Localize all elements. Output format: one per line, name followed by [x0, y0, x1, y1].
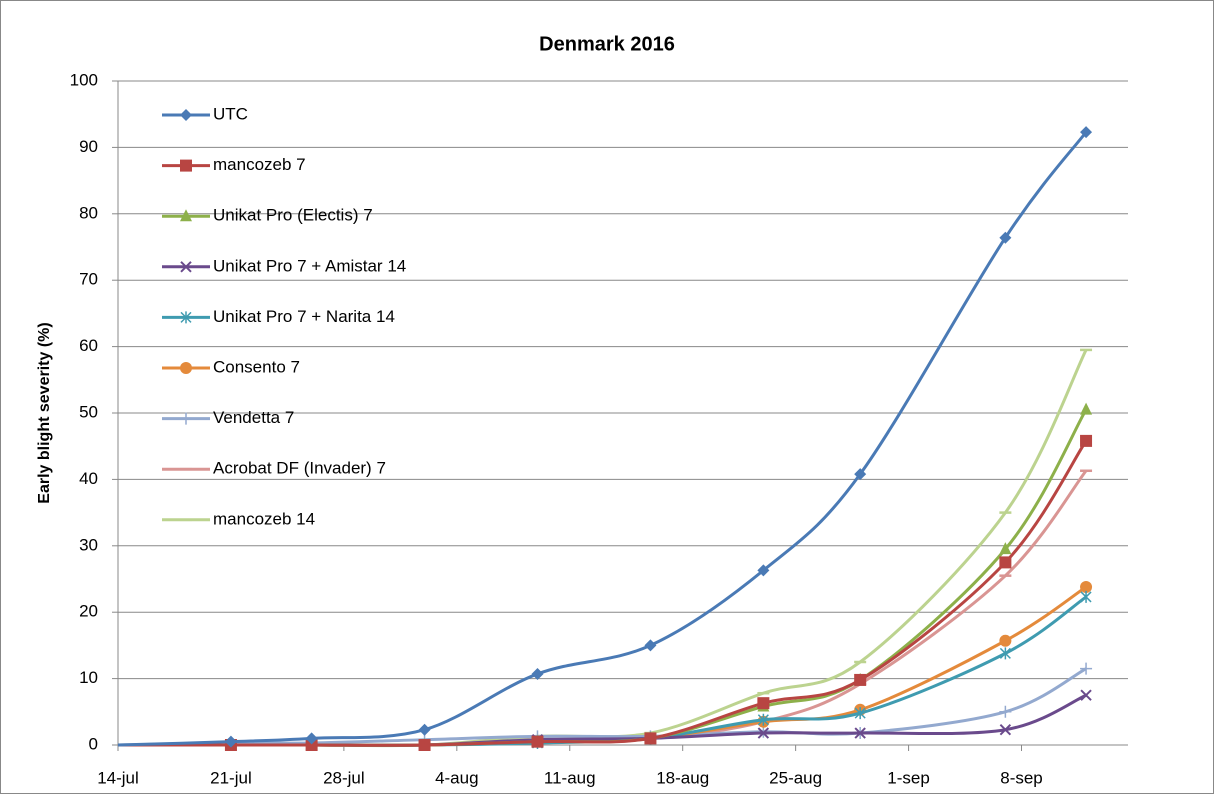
marker	[999, 724, 1012, 736]
marker	[531, 735, 544, 748]
marker	[180, 362, 192, 374]
y-axis-label: Early blight severity (%)	[36, 322, 53, 503]
marker	[180, 261, 192, 273]
marker	[305, 739, 318, 751]
marker	[854, 727, 866, 739]
legend-label: mancozeb 7	[213, 155, 306, 174]
marker	[1080, 689, 1092, 701]
marker	[757, 564, 770, 577]
y-tick-label: 80	[79, 203, 98, 222]
marker	[180, 159, 192, 172]
series-line	[117, 667, 1087, 747]
legend-label: Unikat Pro 7 + Narita 14	[213, 307, 395, 326]
legend-label: Unikat Pro 7 + Amistar 14	[213, 256, 406, 275]
marker	[999, 634, 1012, 647]
x-tick-label: 1-sep	[887, 768, 930, 787]
y-tick-label: 50	[79, 402, 98, 421]
y-tick-label: 10	[79, 668, 98, 687]
y-tick-label: 100	[70, 70, 98, 89]
marker	[1080, 662, 1093, 675]
y-tick-label: 60	[79, 336, 98, 355]
marker	[644, 639, 657, 652]
marker	[854, 468, 867, 481]
marker	[1080, 434, 1093, 447]
x-tick-label: 14-jul	[97, 768, 139, 787]
y-tick-label: 20	[79, 602, 98, 621]
marker	[757, 697, 770, 710]
marker	[180, 209, 192, 222]
marker	[999, 556, 1012, 569]
marker	[1080, 402, 1093, 415]
marker	[1080, 126, 1093, 139]
y-tick-label: 0	[89, 734, 98, 753]
legend-label: Unikat Pro (Electis) 7	[213, 206, 373, 225]
legend-label: UTC	[213, 104, 248, 123]
y-tick-label: 40	[79, 469, 98, 488]
x-tick-label: 11-aug	[544, 768, 596, 787]
marker	[180, 311, 192, 324]
series-line	[118, 440, 1088, 747]
series-line	[117, 131, 1088, 747]
marker	[418, 723, 431, 736]
legend-label: Consento 7	[213, 357, 300, 376]
marker	[999, 231, 1012, 244]
marker	[180, 412, 192, 425]
marker	[757, 727, 770, 739]
marker	[644, 732, 657, 745]
marker	[224, 735, 237, 748]
x-tick-label: 25-aug	[769, 768, 822, 787]
x-tick-label: 8-sep	[1000, 768, 1043, 787]
legend-label: mancozeb 14	[213, 509, 315, 528]
x-tick-label: 28-jul	[323, 768, 365, 787]
y-tick-label: 70	[79, 270, 98, 289]
y-tick-label: 90	[79, 137, 98, 156]
marker	[418, 739, 431, 751]
x-tick-label: 4-aug	[435, 768, 478, 787]
x-tick-label: 21-jul	[210, 768, 252, 787]
y-tick-label: 30	[79, 535, 98, 554]
marker	[999, 542, 1012, 555]
x-tick-label: 18-aug	[656, 768, 709, 787]
marker	[305, 732, 318, 745]
marker	[757, 713, 769, 726]
chart-title: Denmark 2016	[539, 33, 675, 55]
marker	[1080, 590, 1092, 603]
marker	[999, 647, 1011, 660]
marker	[854, 673, 867, 686]
marker	[531, 667, 544, 680]
legend-label: Acrobat DF (Invader) 7	[213, 459, 386, 478]
marker	[1080, 580, 1093, 593]
marker	[999, 705, 1012, 718]
legend-label: Vendetta 7	[213, 408, 294, 427]
marker	[180, 109, 192, 121]
marker	[854, 707, 866, 720]
